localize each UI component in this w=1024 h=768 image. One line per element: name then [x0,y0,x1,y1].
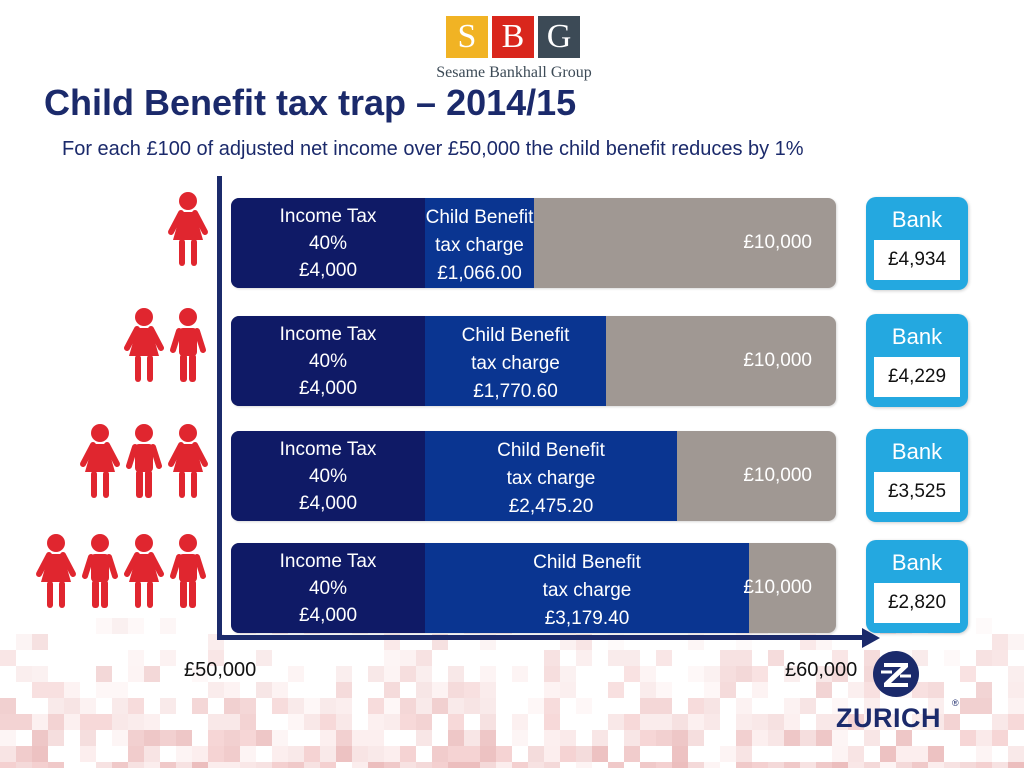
bank-value: £4,229 [874,357,960,397]
bank-box: Bank £2,820 [866,540,968,633]
slide-title: Child Benefit tax trap – 2014/15 [44,82,577,123]
axis-start-label: £50,000 [184,659,257,681]
tax-bar-row: Income Tax 40% £4,000 Child Benefit tax char… [231,316,836,406]
logo-letter-g: G [538,16,580,58]
income-tax-amount: £4,000 [298,492,358,514]
child-benefit-amount: £2,475.20 [508,496,594,517]
child-benefit-label: Child Benefit [461,325,570,346]
total-amount: £10,000 [743,577,812,598]
tax-bar-row: Income Tax 40% £4,000 Child Benefit tax char… [231,198,836,288]
bank-box: Bank £4,229 [866,314,968,407]
income-tax-segment: Income Tax 40% £4,000 [231,198,425,288]
bank-value: £4,934 [874,240,960,280]
bank-box: Bank £3,525 [866,429,968,522]
child-figure-icon [168,424,208,498]
child-benefit-amount: £1,066.00 [437,263,522,284]
sbg-logo: S B G Sesame Bankhall Group [436,16,592,86]
income-tax-label: Income Tax [279,438,377,460]
income-tax-segment: Income Tax 40% £4,000 [231,431,425,521]
zurich-registered-mark: ® [952,698,959,708]
child-benefit-amount: £3,179.40 [544,608,630,629]
tax-bar-row: Income Tax 40% £4,000 Child Benefit tax char… [231,543,836,633]
income-tax-segment: Income Tax 40% £4,000 [231,316,425,406]
bank-label: Bank [891,439,943,464]
income-tax-label: Income Tax [279,205,377,227]
children-icons [166,192,210,268]
children-icons [78,424,210,500]
income-tax-rate: 40% [308,350,348,372]
x-axis-line [217,635,865,640]
child-benefit-label: Child Benefit [497,440,605,461]
income-tax-amount: £4,000 [298,259,358,281]
child-benefit-sublabel: tax charge [435,235,524,256]
income-tax-amount: £4,000 [298,377,358,399]
bank-value: £3,525 [874,472,960,512]
income-tax-amount: £4,000 [298,604,358,626]
children-icons [122,308,210,384]
child-benefit-sublabel: tax charge [542,580,632,601]
axis-end-label: £60,000 [785,659,858,681]
logo-letter-s: S [446,16,488,58]
child-figure-icon [80,424,120,498]
y-axis-line [217,176,222,640]
logo-letter-b: B [492,16,534,58]
child-benefit-sublabel: tax charge [506,468,596,489]
child-figure-icon [126,424,162,498]
child-figure-icon [170,308,206,382]
child-benefit-sublabel: tax charge [471,353,560,374]
child-benefit-label: Child Benefit [425,207,534,228]
child-figure-icon [168,192,208,266]
zurich-logo: ZURICH ® [832,650,962,734]
child-benefit-amount: £1,770.60 [473,381,558,402]
child-benefit-segment: Child Benefit tax charge £1,066.00 [425,198,534,288]
child-figure-icon [170,534,206,608]
bank-label: Bank [891,324,943,349]
total-amount: £10,000 [743,465,812,486]
income-tax-rate: 40% [308,465,348,487]
child-benefit-segment: Child Benefit tax charge £3,179.40 [425,543,749,633]
zurich-z-icon [873,651,919,697]
zurich-wordmark: ZURICH [836,703,941,733]
income-tax-segment: Income Tax 40% £4,000 [231,543,425,633]
child-benefit-segment: Child Benefit tax charge £2,475.20 [425,431,677,521]
tax-bar-row: Income Tax 40% £4,000 Child Benefit tax char… [231,431,836,521]
child-benefit-label: Child Benefit [533,552,641,573]
child-benefit-segment: Child Benefit tax charge £1,770.60 [425,316,606,406]
total-amount: £10,000 [743,350,812,371]
bank-label: Bank [891,550,943,575]
child-figure-icon [124,534,164,608]
child-figure-icon [82,534,118,608]
income-tax-label: Income Tax [279,550,377,572]
bank-value: £2,820 [874,583,960,623]
bank-label: Bank [891,207,943,232]
income-tax-rate: 40% [308,232,348,254]
x-axis-arrow [862,628,880,648]
bank-box: Bank £4,934 [866,197,968,290]
child-figure-icon [124,308,164,382]
total-amount: £10,000 [743,232,812,253]
slide-subtitle: For each £100 of adjusted net income ove… [62,138,804,160]
child-figure-icon [36,534,76,608]
income-tax-rate: 40% [308,577,348,599]
income-tax-label: Income Tax [279,323,377,345]
children-icons [34,534,210,610]
company-name: Sesame Bankhall Group [436,64,592,81]
